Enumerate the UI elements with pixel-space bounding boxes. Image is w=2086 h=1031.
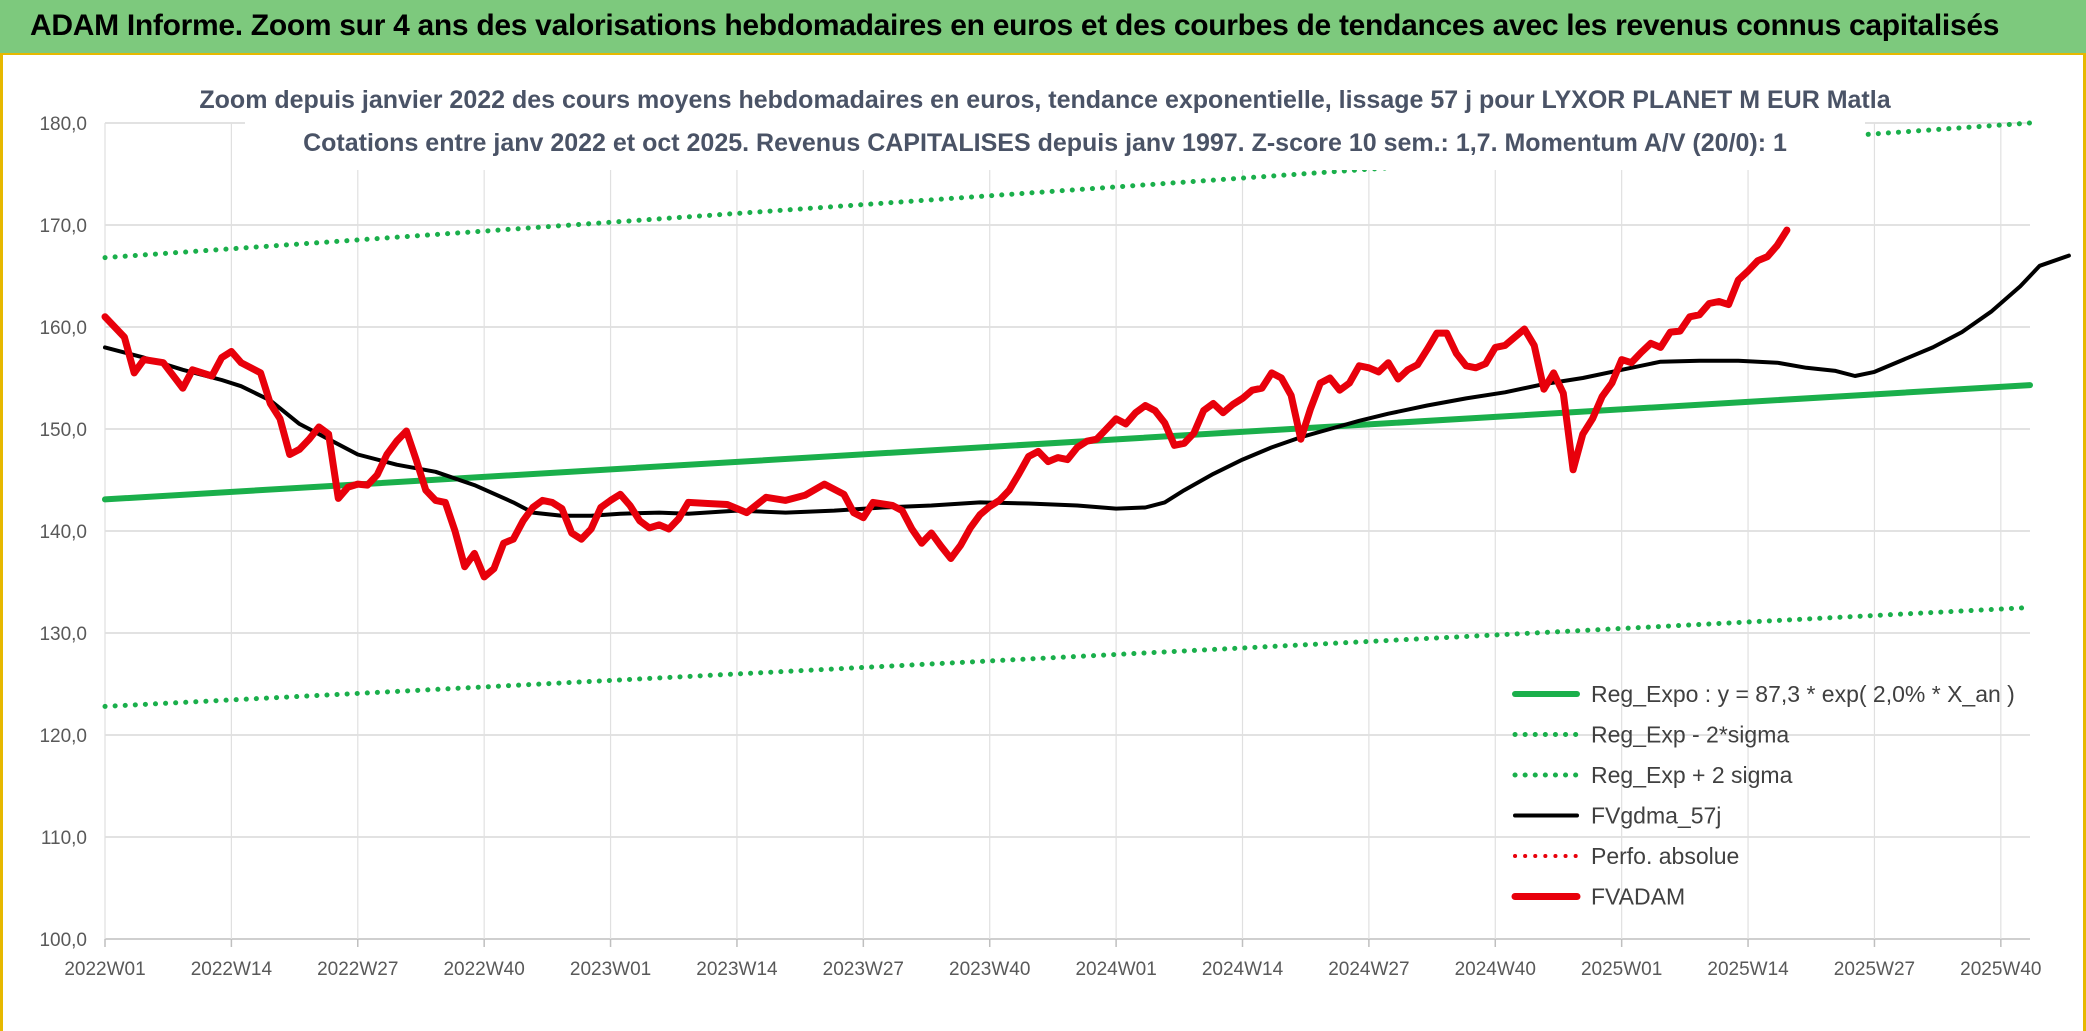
legend-label-5: FVADAM: [1591, 884, 1685, 910]
y-tick-label: 120,0: [39, 726, 87, 747]
legend-label-2: Reg_Exp + 2 sigma: [1591, 762, 1793, 788]
y-tick-label: 140,0: [39, 522, 87, 543]
x-tick-label: 2024W14: [1202, 959, 1284, 980]
x-tick-label: 2023W40: [949, 959, 1030, 980]
y-tick-label: 170,0: [39, 216, 87, 237]
x-tick-label: 2023W01: [570, 959, 651, 980]
x-tick-label: 2024W27: [1328, 959, 1409, 980]
y-tick-label: 150,0: [39, 420, 87, 441]
x-tick-label: 2025W27: [1834, 959, 1915, 980]
grid-lines: [104, 122, 2030, 947]
series-line-3: [103, 253, 2071, 518]
report-banner: ADAM Informe. Zoom sur 4 ans des valoris…: [0, 0, 2086, 55]
legend-label-1: Reg_Exp - 2*sigma: [1591, 722, 1789, 748]
series-line-5: [101, 226, 1791, 581]
x-tick-label: 2022W27: [317, 959, 398, 980]
chart-frame: [0, 55, 2086, 1031]
x-tick-label: 2024W40: [1455, 959, 1536, 980]
legend-label-3: FVgdma_57j: [1591, 803, 1721, 829]
legend: Reg_Expo : y = 87,3 * exp( 2,0% * X_an )…: [1511, 681, 2015, 910]
title-background: [245, 78, 1865, 170]
x-tick-label: 2025W01: [1581, 959, 1662, 980]
x-tick-label: 2024W01: [1075, 959, 1156, 980]
x-tick-label: 2023W14: [696, 959, 778, 980]
y-tick-label: 160,0: [39, 318, 87, 339]
y-axis-ticks: 100,0 110,0 120,0 130,0 140,0 150,0 160,0 170,0…: [39, 114, 87, 951]
legend-label-4: Perfo. absolue: [1591, 843, 1739, 869]
series-layer: [101, 120, 2071, 709]
y-tick-label: 100,0: [39, 930, 87, 951]
x-tick-label: 2025W14: [1707, 959, 1789, 980]
series-line-1: [102, 605, 2033, 709]
x-tick-label: 2025W40: [1960, 959, 2041, 980]
y-tick-label: 110,0: [41, 828, 87, 849]
x-axis-ticks: 2022W01 2022W14 2022W27 2022W40 2023W01 2023W…: [64, 959, 2041, 980]
chart-subtitle: Cotations entre janv 2022 et oct 2025. R…: [303, 129, 1787, 157]
x-tick-label: 2022W40: [443, 959, 524, 980]
y-tick-label: 180,0: [39, 114, 87, 135]
y-tick-label: 130,0: [39, 624, 87, 645]
chart-title: Zoom depuis janvier 2022 des cours moyen…: [199, 86, 1891, 114]
legend-label-0: Reg_Expo : y = 87,3 * exp( 2,0% * X_an ): [1591, 681, 2015, 707]
x-tick-label: 2023W27: [823, 959, 904, 980]
x-tick-label: 2022W14: [191, 959, 273, 980]
report-title: ADAM Informe. Zoom sur 4 ans des valoris…: [30, 9, 2000, 42]
x-tick-label: 2022W01: [64, 959, 145, 980]
